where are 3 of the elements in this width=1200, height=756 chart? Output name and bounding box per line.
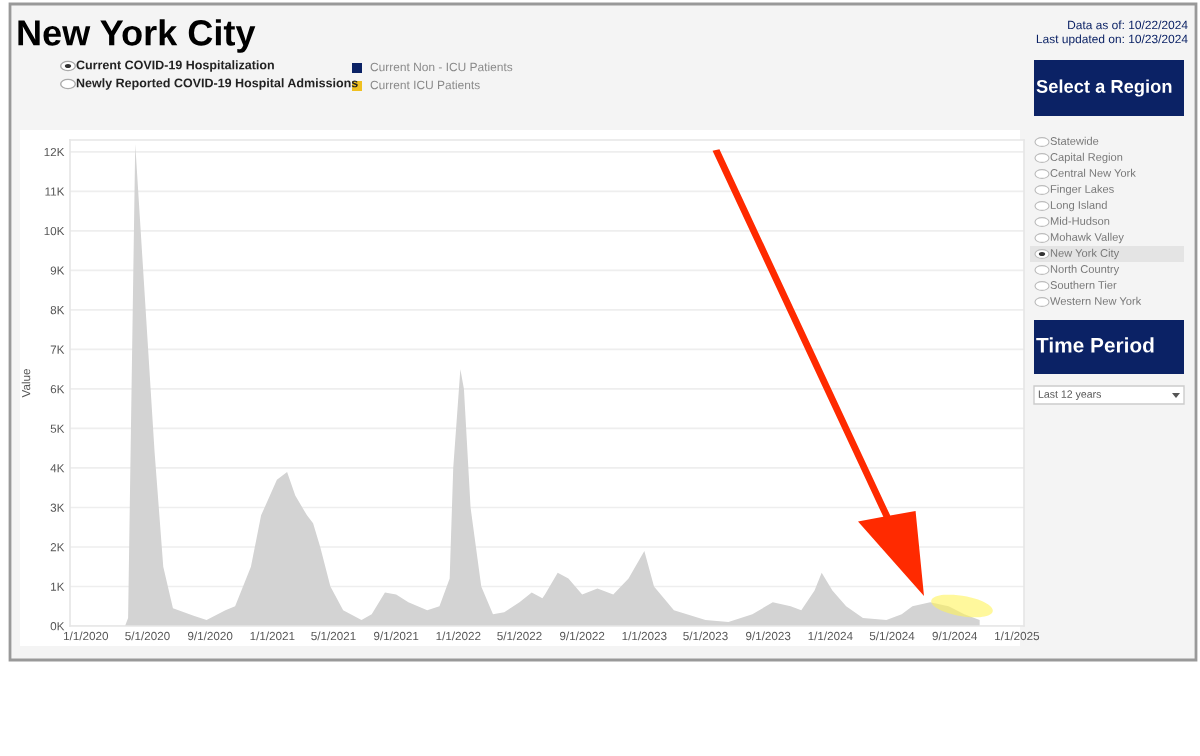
chart-title: New York City	[18, 19, 256, 53]
text: Time Period	[1036, 337, 1154, 353]
text: Select a Region	[1036, 79, 1172, 97]
